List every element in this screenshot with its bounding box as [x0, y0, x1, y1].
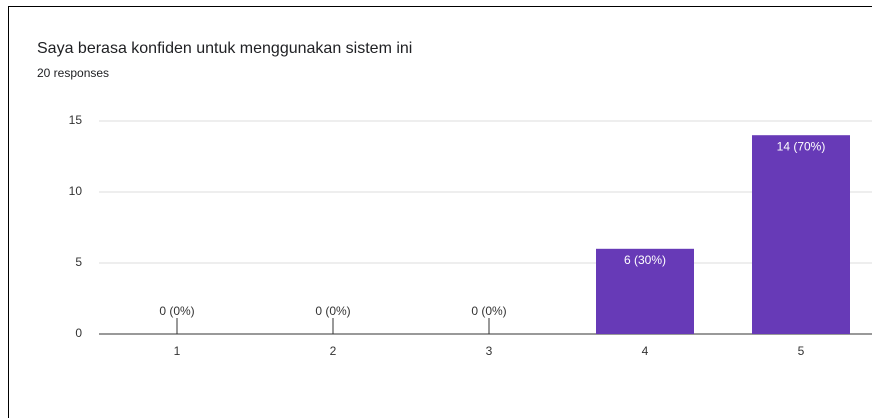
bar [752, 135, 850, 334]
x-tick-label: 4 [642, 344, 649, 358]
x-tick-label: 1 [174, 344, 181, 358]
chart-title: Saya berasa konfiden untuk menggunakan s… [37, 40, 412, 57]
data-label: 0 (0%) [159, 304, 194, 318]
data-label: 6 (30%) [624, 253, 666, 267]
x-tick-label: 5 [798, 344, 805, 358]
y-tick-label: 0 [75, 326, 82, 340]
bar [596, 248, 694, 334]
x-tick-label: 3 [486, 344, 493, 358]
data-label: 0 (0%) [315, 304, 350, 318]
data-label: 14 (70%) [777, 139, 826, 153]
y-tick-label: 15 [69, 113, 83, 127]
frame [8, 6, 872, 418]
data-label: 0 (0%) [471, 304, 506, 318]
chart-subtitle: 20 responses [37, 66, 109, 80]
x-tick-label: 2 [330, 344, 337, 358]
y-tick-label: 5 [75, 255, 82, 269]
y-tick-label: 10 [69, 184, 83, 198]
